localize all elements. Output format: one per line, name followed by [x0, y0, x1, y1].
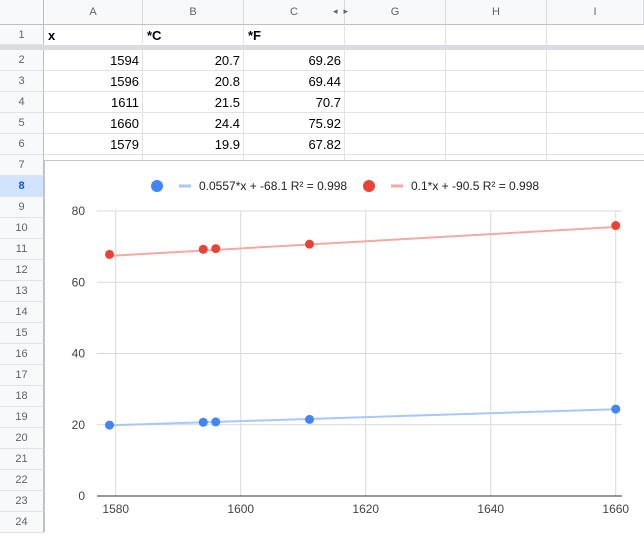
column-header-c[interactable]: C: [244, 0, 345, 25]
legend-marker-2: [363, 180, 375, 192]
data-point-series-1: [611, 404, 621, 414]
trendline-series-1: [109, 408, 616, 427]
x-tick-label: 1660: [602, 502, 629, 516]
select-all-corner[interactable]: [0, 0, 44, 25]
y-tick-label: 80: [72, 204, 86, 218]
row-header-14[interactable]: 14: [0, 302, 44, 323]
column-header-a[interactable]: A: [44, 0, 143, 25]
cell-b3[interactable]: 20.8: [214, 74, 240, 89]
cell-a3[interactable]: 1596: [110, 74, 139, 89]
data-point-series-2: [611, 221, 621, 231]
row-header-9[interactable]: 9: [0, 197, 44, 218]
cell-a2[interactable]: 1594: [110, 53, 139, 68]
row-gridline: [44, 133, 644, 134]
legend-marker-1: [151, 180, 163, 192]
cell-c3[interactable]: 69.44: [308, 74, 341, 89]
column-header-h[interactable]: H: [446, 0, 547, 25]
cell-b5[interactable]: 24.4: [214, 116, 240, 131]
cell-a6[interactable]: 1579: [110, 137, 139, 152]
row-header-20[interactable]: 20: [0, 428, 44, 449]
row-header-10[interactable]: 10: [0, 218, 44, 239]
data-point-series-1: [198, 417, 208, 427]
x-tick-label: 1640: [477, 502, 504, 516]
row-header-4[interactable]: 4: [0, 92, 44, 113]
row-header-1[interactable]: 1: [0, 25, 44, 45]
data-point-series-2: [105, 249, 114, 259]
cell-b4[interactable]: 21.5: [214, 95, 240, 110]
cell-a1[interactable]: x: [48, 28, 56, 43]
row-header-22[interactable]: 22: [0, 470, 44, 491]
row-header-12[interactable]: 12: [0, 260, 44, 281]
cell-c2[interactable]: 69.26: [308, 53, 341, 68]
x-tick-label: 1620: [352, 502, 379, 516]
x-tick-label: 1600: [227, 502, 254, 516]
row-header-13[interactable]: 13: [0, 281, 44, 302]
column-scroll-arrows[interactable]: ◂▸: [333, 6, 355, 16]
row-header-5[interactable]: 5: [0, 113, 44, 134]
trendline-series-2: [109, 226, 616, 257]
y-tick-label: 60: [72, 275, 86, 289]
row-header-19[interactable]: 19: [0, 407, 44, 428]
row-header-7[interactable]: 7: [0, 155, 44, 176]
x-tick-label: 1580: [102, 502, 129, 516]
row-header-23[interactable]: 23: [0, 491, 44, 512]
y-tick-label: 0: [78, 489, 85, 503]
row-header-8[interactable]: 8: [0, 176, 44, 197]
row-header-16[interactable]: 16: [0, 344, 44, 365]
column-header-b[interactable]: B: [143, 0, 244, 25]
cell-c1[interactable]: *F: [248, 28, 261, 43]
legend-label-2: 0.1*x + -90.5 R² = 0.998: [411, 179, 539, 193]
row-gridline: [44, 112, 644, 113]
row-gridline: [44, 154, 644, 155]
row-header-24[interactable]: 24: [0, 512, 44, 533]
data-point-series-1: [305, 414, 314, 424]
cell-c6[interactable]: 67.82: [308, 137, 341, 152]
y-tick-label: 40: [72, 347, 86, 361]
data-point-series-2: [211, 244, 221, 254]
row-gridline: [44, 91, 644, 92]
data-point-series-2: [305, 239, 314, 249]
y-tick-label: 20: [72, 418, 86, 432]
row-header-21[interactable]: 21: [0, 449, 44, 470]
column-header-i[interactable]: I: [547, 0, 644, 25]
row-header-11[interactable]: 11: [0, 239, 44, 260]
scatter-chart[interactable]: 1580 1600 1620 1640 1660 0 20 40 60 80 0.0557*x + …: [44, 160, 644, 532]
cell-c4[interactable]: 70.7: [315, 95, 341, 110]
data-point-series-2: [198, 244, 208, 254]
data-point-series-1: [105, 420, 114, 430]
cell-b2[interactable]: 20.7: [214, 53, 240, 68]
cell-a4[interactable]: 1611: [111, 95, 139, 110]
row-gridline: [44, 70, 644, 71]
cell-b6[interactable]: 19.9: [214, 137, 240, 152]
cell-a5[interactable]: 1660: [110, 116, 139, 131]
column-header-g[interactable]: G: [345, 0, 446, 25]
cell-c5[interactable]: 75.92: [308, 116, 341, 131]
row-header-18[interactable]: 18: [0, 386, 44, 407]
data-point-series-1: [211, 417, 221, 427]
row-header-6[interactable]: 6: [0, 134, 44, 155]
cell-b1[interactable]: *C: [147, 28, 162, 43]
legend-label-1: 0.0557*x + -68.1 R² = 0.998: [199, 179, 347, 193]
frozen-row-divider[interactable]: [0, 45, 644, 50]
chart-canvas: 1580 1600 1620 1640 1660 0 20 40 60 80 0.0557*x + …: [72, 179, 630, 516]
row-header-3[interactable]: 3: [0, 71, 44, 92]
row-header-17[interactable]: 17: [0, 365, 44, 386]
row-header-2[interactable]: 2: [0, 50, 44, 71]
row-header-15[interactable]: 15: [0, 323, 44, 344]
